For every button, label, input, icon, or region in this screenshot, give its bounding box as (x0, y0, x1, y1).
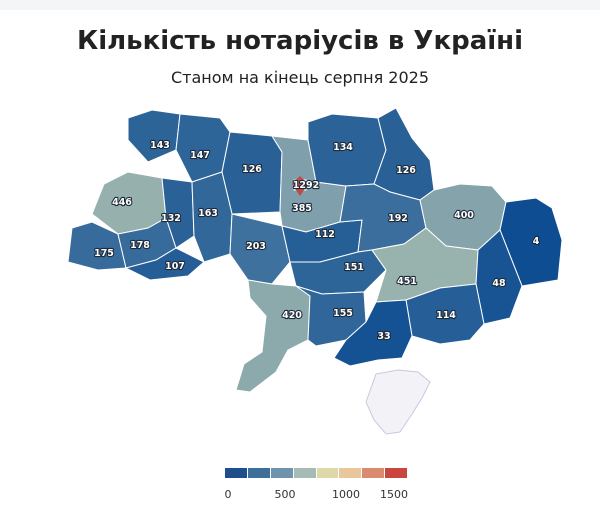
region-zaporizhzhia[interactable] (405, 283, 485, 345)
label-rivne: 147 (190, 150, 210, 161)
label-lviv: 446 (112, 197, 132, 208)
label-donetsk: 48 (492, 278, 506, 289)
legend-segment-5 (339, 468, 363, 478)
label-kyiv-city: 1292 (293, 180, 319, 191)
label-ivano-frankivsk: 178 (130, 240, 150, 251)
label-vinnytsia: 203 (246, 241, 266, 252)
region-odesa[interactable] (235, 279, 311, 393)
label-volyn: 143 (150, 140, 170, 151)
label-poltava: 192 (388, 213, 408, 224)
region-kherson[interactable] (333, 299, 413, 367)
legend-segment-6 (362, 468, 386, 478)
label-cherkasy: 112 (315, 229, 335, 240)
label-chernivtsi: 107 (165, 261, 185, 272)
region-crimea[interactable] (365, 369, 431, 435)
label-kharkiv: 400 (454, 210, 474, 221)
map-subtitle: Станом на кінець серпня 2025 (170, 68, 430, 87)
legend-tick-1000: 1000 (332, 488, 360, 501)
label-odesa: 420 (282, 310, 302, 321)
region-volyn[interactable] (127, 109, 181, 163)
label-luhansk: 4 (533, 236, 540, 247)
label-zaporizhzhia: 114 (436, 310, 456, 321)
label-khmelnytskyi: 163 (198, 208, 218, 219)
legend-segment-3 (293, 468, 317, 478)
label-zhytomyr: 126 (242, 164, 262, 175)
region-ternopil[interactable] (161, 177, 195, 249)
color-scale-legend (225, 468, 407, 478)
legend-tick-0: 0 (224, 488, 232, 501)
legend-tick-1500: 1500 (380, 488, 408, 501)
label-kherson: 33 (377, 331, 390, 342)
legend-segment-2 (270, 468, 294, 478)
region-chernivtsi[interactable] (124, 247, 205, 281)
legend-tick-500: 500 (274, 488, 296, 501)
map-title: Кількість нотаріусів в Україні (76, 26, 524, 56)
label-sumy: 126 (396, 165, 416, 176)
legend-segment-1 (247, 468, 271, 478)
legend-segment-0 (225, 468, 248, 478)
label-zakarpattia: 175 (94, 248, 114, 259)
label-kirovohrad: 151 (344, 262, 364, 273)
top-bar (0, 0, 600, 10)
label-ternopil: 132 (161, 213, 181, 224)
label-dnipropetrovsk: 451 (397, 276, 417, 287)
legend-segment-4 (316, 468, 340, 478)
legend-segment-7 (385, 468, 407, 478)
label-kyiv-oblast: 385 (292, 203, 312, 214)
label-mykolaiv: 155 (333, 308, 353, 319)
label-chernihiv: 134 (333, 142, 353, 153)
kyiv-city-marker (292, 176, 308, 196)
